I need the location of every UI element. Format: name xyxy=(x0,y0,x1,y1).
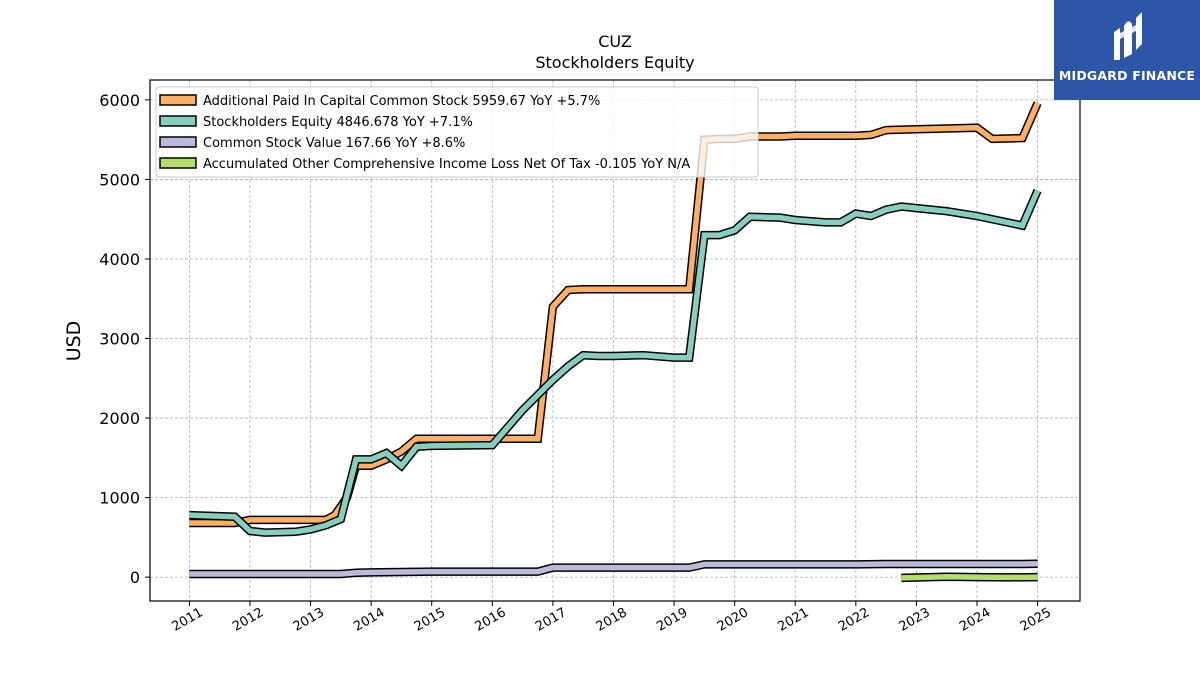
legend-swatch-2 xyxy=(159,115,197,127)
series-lines xyxy=(189,101,1042,583)
plot-frame xyxy=(149,79,1081,602)
x-tick-label: 2011 xyxy=(170,605,206,635)
x-tick-label: 2024 xyxy=(957,605,993,635)
x-tick-label: 2015 xyxy=(412,605,448,635)
y-tick-label: 4000 xyxy=(99,250,140,269)
y-tick-label: 3000 xyxy=(99,330,140,349)
x-tick-label: 2023 xyxy=(897,605,933,635)
x-tick-label: 2016 xyxy=(472,605,508,635)
x-tick-label: 2018 xyxy=(594,605,630,635)
x-tick-label: 2019 xyxy=(654,605,690,635)
x-tick-label: 2021 xyxy=(775,605,811,635)
legend-label-4: Accumulated Other Comprehensive Income L… xyxy=(203,157,690,172)
y-tick-label: 1000 xyxy=(99,489,140,508)
legend-swatch-4 xyxy=(159,157,197,169)
brand-logo: MIDGARD FINANCE xyxy=(1054,0,1200,100)
y-tick-label: 0 xyxy=(130,568,140,587)
x-tick-label: 2022 xyxy=(836,605,872,635)
x-tick-label: 2020 xyxy=(715,605,751,635)
x-tick-label: 2014 xyxy=(351,605,387,635)
x-tick-label: 2012 xyxy=(230,605,266,635)
legend-box xyxy=(155,86,759,178)
x-tick-label: 2025 xyxy=(1018,605,1054,635)
legend: Additional Paid In Capital Common Stock … xyxy=(155,86,759,178)
y-tick-label: 5000 xyxy=(99,170,140,189)
chart-subtitle: Stockholders Equity xyxy=(535,53,694,72)
x-tick-label: 2017 xyxy=(533,605,569,635)
legend-swatch-3 xyxy=(159,136,197,148)
legend-swatch-1 xyxy=(159,94,197,106)
chart-title: CUZ xyxy=(598,32,632,51)
brand-name: MIDGARD FINANCE xyxy=(1058,68,1196,83)
y-tick-label: 2000 xyxy=(99,409,140,428)
legend-label-2: Stockholders Equity 4846.678 YoY +7.1% xyxy=(203,115,473,130)
series-line-3 xyxy=(189,561,1038,577)
series-line-1 xyxy=(189,102,1041,526)
series-line-4 xyxy=(901,573,1038,581)
x-tick-label: 2013 xyxy=(291,605,327,635)
y-tick-label: 6000 xyxy=(99,91,140,110)
y-axis-label: USD xyxy=(63,321,85,362)
series-line-2 xyxy=(189,189,1041,536)
brand-logo-icon xyxy=(1114,12,1142,60)
legend-label-3: Common Stock Value 167.66 YoY +8.6% xyxy=(203,136,465,151)
legend-label-1: Additional Paid In Capital Common Stock … xyxy=(203,94,600,109)
